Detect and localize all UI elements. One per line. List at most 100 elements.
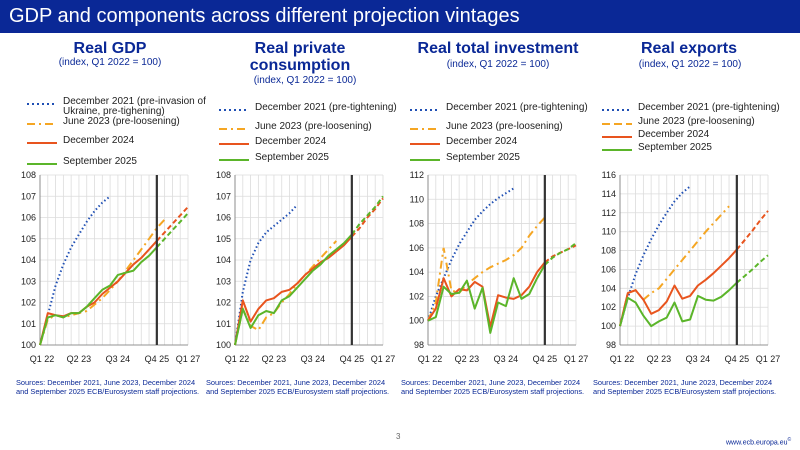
x-tick-label: Q1 22 (225, 354, 250, 364)
legend-swatch-icon (219, 109, 249, 111)
source-note: Sources: December 2021, June 2023, Decem… (206, 378, 390, 396)
legend-swatch-icon (602, 109, 632, 111)
x-tick-label: Q1 27 (564, 354, 589, 364)
chart-subtitle: (index, Q1 2022 = 100) (638, 59, 742, 70)
chart-real-gdp: 100 101 102 103 104 105 106 107 108 Q1 22 Q2 23 Q3 … (21, 170, 201, 364)
legend-swatch-icon (410, 109, 440, 111)
slide-header: GDP and components across different proj… (0, 0, 800, 33)
website-link[interactable]: www.ecb.europa.eu© (726, 437, 791, 446)
x-tick-label: Q3 24 (686, 354, 711, 364)
series-line-2 (619, 248, 738, 327)
panel-real-total-investment: Real total investment (index, Q1 2022 = … (398, 33, 598, 413)
legend-swatch-icon (410, 143, 440, 145)
y-tick-label: 106 (21, 213, 36, 223)
x-tick-label: Q4 25 (533, 354, 558, 364)
y-tick-label: 106 (409, 243, 424, 253)
legend-swatch-icon (602, 136, 632, 138)
legend-swatch-icon (602, 149, 632, 151)
panel-real-private-consumption: Real private consumption (index, Q1 2022… (205, 33, 405, 413)
y-tick-label: 103 (21, 276, 36, 286)
legend-label: September 2025 (63, 156, 137, 167)
y-tick-label: 114 (602, 189, 616, 199)
chart-title: Real GDP (73, 40, 147, 57)
source-note: Sources: December 2021, June 2023, Decem… (16, 378, 200, 396)
legend-swatch-icon (219, 143, 249, 145)
x-tick-label: Q2 23 (67, 354, 92, 364)
y-tick-label: 108 (601, 246, 616, 256)
series-line-projection-2 (351, 197, 384, 238)
series-line-0 (39, 195, 111, 346)
y-tick-label: 100 (21, 340, 36, 350)
legend-label: June 2023 (pre-loosening) (638, 116, 755, 127)
y-tick-label: 108 (409, 219, 424, 229)
x-tick-label: Q4 25 (145, 354, 170, 364)
chart-subtitle: (index, Q1 2022 = 100) (253, 75, 357, 86)
y-tick-label: 108 (216, 170, 231, 180)
y-tick-label: 104 (216, 255, 231, 265)
series-line-0 (619, 185, 691, 327)
y-tick-label: 108 (21, 170, 36, 180)
y-tick-label: 98 (414, 340, 424, 350)
chart-title: Real private consumption (249, 40, 351, 74)
legend-label: December 2021 (pre-invasion of Ukraine, … (63, 96, 206, 117)
legend-swatch-icon (410, 159, 440, 161)
series-line-projection-3 (736, 254, 769, 284)
legend-label: September 2025 (446, 152, 520, 163)
y-tick-label: 101 (216, 319, 231, 329)
legend-swatch-icon (27, 142, 57, 144)
y-tick-label: 110 (410, 194, 424, 204)
legend-label: June 2023 (pre-loosening) (255, 121, 372, 132)
y-tick-label: 105 (21, 234, 36, 244)
legend-swatch-icon (27, 163, 57, 165)
x-tick-label: Q3 24 (106, 354, 131, 364)
series-line-0 (427, 187, 515, 322)
legend-swatch-icon (27, 103, 57, 105)
chart-subtitle: (index, Q1 2022 = 100) (446, 59, 550, 70)
legend-label: December 2024 (446, 136, 518, 147)
chart-subtitle: (index, Q1 2022 = 100) (58, 57, 162, 68)
x-tick-label: Q1 27 (756, 354, 781, 364)
y-tick-label: 100 (601, 321, 616, 331)
chart-real-total-investment: 98 100 102 104 106 108 110 112 Q1 22 Q2 23 Q3 24 Q4… (409, 170, 589, 364)
series-line-0 (234, 204, 299, 346)
chart-title: Real exports (640, 40, 738, 57)
y-tick-label: 107 (216, 191, 231, 201)
y-tick-label: 98 (606, 340, 616, 350)
chart-real-private-consumption: 100 101 102 103 104 105 106 107 108 Q1 22 Q2 23 Q3 … (216, 170, 396, 364)
series-line-3 (39, 246, 158, 346)
chart-real-exports: 98 100 102 104 106 108 110 112 114 116 Q1 22 Q2 23 Q… (601, 170, 781, 364)
x-tick-label: Q2 23 (455, 354, 480, 364)
x-tick-label: Q1 27 (176, 354, 201, 364)
series-line-projection-3 (350, 195, 384, 236)
series-line-3 (427, 264, 546, 334)
x-tick-label: Q4 25 (340, 354, 365, 364)
legend-swatch-icon (410, 128, 440, 130)
y-tick-label: 102 (21, 298, 36, 308)
series-line-projection-2 (736, 210, 769, 251)
x-tick-label: Q2 23 (262, 354, 287, 364)
y-tick-label: 104 (21, 255, 36, 265)
y-tick-label: 106 (216, 213, 231, 223)
legend-swatch-icon (602, 123, 632, 125)
y-tick-label: 102 (216, 298, 231, 308)
x-tick-label: Q4 25 (725, 354, 750, 364)
series-line-2 (234, 235, 353, 346)
y-tick-label: 102 (409, 291, 424, 301)
page-number: 3 (396, 432, 401, 441)
y-tick-label: 110 (602, 227, 616, 237)
y-tick-label: 104 (409, 267, 424, 277)
legend-swatch-icon (219, 159, 249, 161)
x-tick-label: Q1 27 (371, 354, 396, 364)
series-line-3 (619, 281, 738, 328)
legend-swatch-icon (219, 128, 249, 130)
x-tick-label: Q2 23 (647, 354, 672, 364)
legend-label: September 2025 (255, 152, 329, 163)
y-tick-label: 102 (601, 302, 616, 312)
x-tick-label: Q3 24 (494, 354, 519, 364)
legend-label: December 2024 (255, 136, 327, 147)
legend-label: December 2021 (pre-tightening) (638, 102, 780, 113)
y-tick-label: 105 (216, 234, 231, 244)
copyright-mark: © (787, 437, 792, 443)
legend-label: December 2021 (pre-tightening) (255, 102, 397, 113)
website-text: www.ecb.europa.eu (726, 439, 788, 447)
